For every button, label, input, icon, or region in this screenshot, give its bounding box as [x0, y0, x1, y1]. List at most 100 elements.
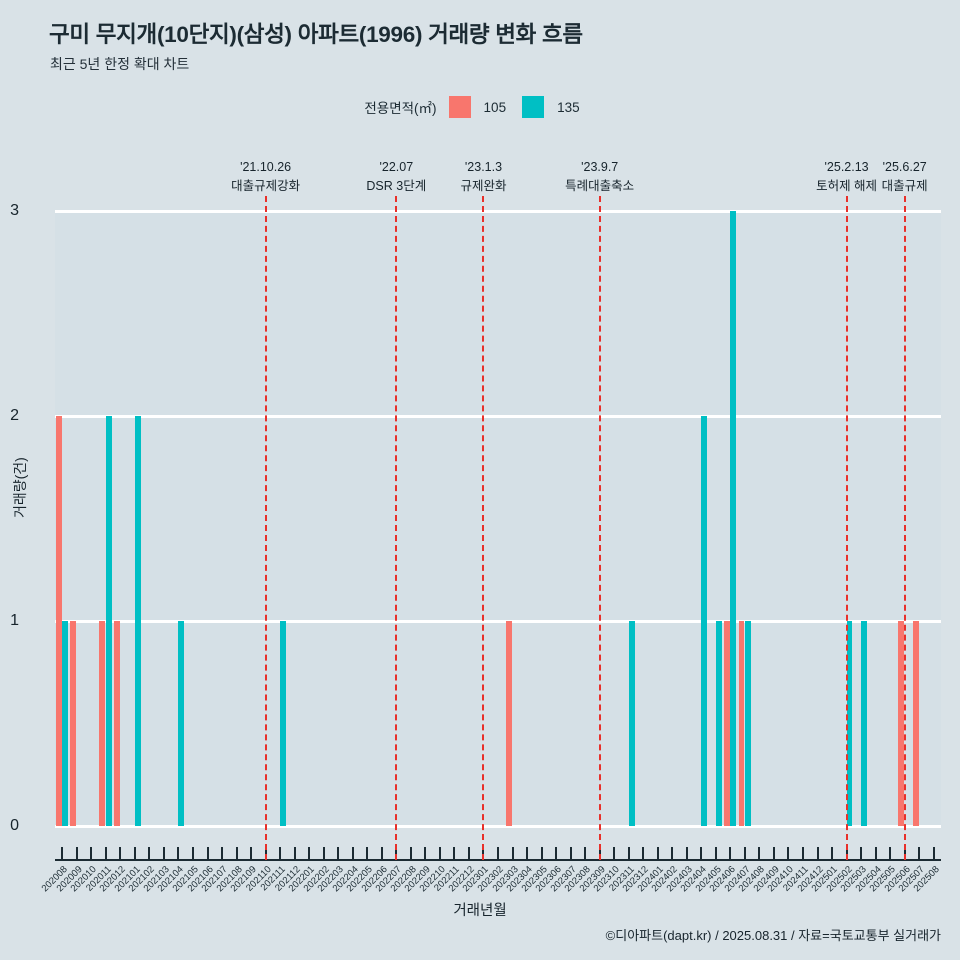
event-name: 규제완화 — [460, 179, 507, 194]
bar-105-202406[interactable] — [724, 621, 730, 826]
gridline — [55, 619, 941, 623]
event-line-3 — [598, 196, 601, 860]
y-axis-title: 거래량(건) — [12, 457, 28, 518]
bar-135-202405[interactable] — [715, 621, 722, 826]
legend-label-105: 105 — [483, 99, 507, 115]
bar-105-202011[interactable] — [99, 621, 106, 826]
x-tick — [874, 847, 877, 859]
event-name: DSR 3단계 — [366, 179, 427, 194]
legend-swatch-135 — [522, 96, 545, 118]
bar-105-202506[interactable] — [898, 621, 905, 826]
legend: 전용면적(㎡) 105 135 — [0, 96, 960, 118]
event-label-5: '25.6.27 대출규제 — [882, 158, 928, 197]
bar-135-202406[interactable] — [730, 211, 737, 826]
x-tick — [366, 847, 369, 859]
bar-105-202009[interactable] — [70, 621, 77, 826]
x-tick — [235, 847, 238, 859]
x-tick — [555, 847, 558, 859]
x-tick — [351, 847, 354, 859]
chart-subtitle: 최근 5년 한정 확대 차트 — [50, 56, 190, 72]
x-tick — [642, 847, 645, 859]
event-date: '23.1.3 — [464, 160, 503, 174]
event-date: '25.6.27 — [882, 160, 927, 174]
bar-135-202311[interactable] — [628, 621, 635, 826]
x-tick — [409, 847, 412, 859]
x-tick — [540, 847, 543, 859]
bar-135-202101[interactable] — [134, 416, 141, 826]
x-tick — [743, 847, 746, 859]
x-tick — [162, 847, 165, 859]
x-tick — [932, 847, 935, 859]
x-tick — [685, 847, 688, 859]
x-tick — [511, 847, 514, 859]
event-line-4 — [845, 196, 848, 860]
x-tick — [119, 847, 122, 859]
x-tick — [627, 847, 630, 859]
x-tick — [75, 847, 78, 859]
x-tick — [177, 847, 180, 859]
bar-105-202407[interactable] — [738, 621, 745, 826]
x-tick — [772, 847, 775, 859]
gridline — [55, 209, 941, 213]
legend-item-135[interactable]: 135 — [522, 96, 580, 118]
event-name: 특례대출축소 — [565, 179, 635, 194]
bar-135-202104[interactable] — [178, 621, 185, 826]
bar-135-202407[interactable] — [744, 621, 751, 826]
event-label-1: '22.07 DSR 3단계 — [366, 158, 426, 197]
event-name: 토허제 해제 — [816, 179, 878, 194]
event-date: '25.2.13 — [824, 160, 869, 174]
legend-item-105[interactable]: 105 — [448, 96, 507, 118]
x-tick — [526, 847, 529, 859]
bar-105-202012[interactable] — [113, 621, 120, 826]
event-date: '23.9.7 — [581, 160, 619, 174]
x-tick — [191, 847, 194, 859]
x-tick — [758, 847, 761, 859]
legend-title: 전용면적(㎡) — [364, 101, 437, 116]
bar-135-202111[interactable] — [280, 621, 286, 826]
x-tick — [729, 847, 732, 859]
event-line-2 — [482, 196, 485, 860]
bar-105-202008[interactable] — [55, 416, 62, 826]
x-tick — [221, 847, 224, 859]
x-tick — [860, 847, 863, 859]
event-label-3: '23.9.7 특례대출축소 — [565, 158, 634, 197]
y-tick-label: 3 — [10, 202, 19, 219]
x-tick — [787, 847, 790, 859]
x-tick — [802, 847, 805, 859]
x-axis-title: 거래년월 — [453, 903, 507, 919]
x-tick — [380, 847, 383, 859]
event-label-0: '21.10.26 대출규제강화 — [231, 158, 300, 197]
event-name: 대출규제강화 — [231, 179, 301, 194]
x-tick — [61, 847, 64, 859]
bar-135-202503[interactable] — [861, 621, 867, 826]
x-tick — [671, 847, 674, 859]
x-tick — [497, 847, 499, 859]
x-tick — [438, 847, 441, 859]
x-tick — [322, 847, 325, 859]
x-tick — [104, 847, 107, 859]
y-tick-label: 0 — [10, 817, 19, 834]
x-tick — [613, 847, 616, 859]
bar-105-202507[interactable] — [912, 621, 919, 826]
x-tick — [148, 847, 151, 859]
x-tick — [467, 847, 470, 859]
x-axis-line — [55, 859, 941, 861]
event-label-4: '25.2.13 토허제 해제 — [816, 158, 877, 197]
x-tick — [714, 847, 717, 859]
event-line-1 — [395, 196, 398, 860]
x-tick — [279, 847, 282, 859]
bar-135-202011[interactable] — [105, 416, 112, 826]
y-tick-label: 2 — [10, 407, 19, 424]
plot-area — [55, 209, 941, 828]
x-tick — [424, 847, 427, 859]
legend-label-135: 135 — [557, 99, 580, 115]
legend-swatch-105 — [448, 96, 471, 118]
x-tick — [453, 847, 456, 859]
bar-135-202502[interactable] — [846, 621, 853, 826]
bar-135-202008[interactable] — [62, 621, 69, 826]
bar-135-202404[interactable] — [701, 416, 708, 826]
x-tick — [700, 847, 703, 859]
x-tick — [816, 847, 819, 859]
bar-105-202303[interactable] — [506, 621, 512, 826]
